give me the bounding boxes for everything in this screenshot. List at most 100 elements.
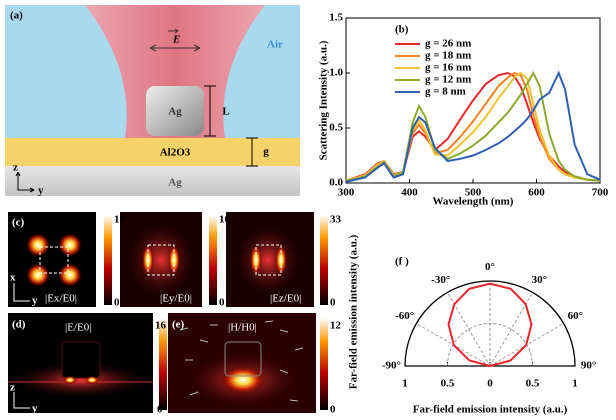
glow [10,362,150,398]
spacer-layer [5,138,300,166]
axis-label: x [10,272,16,284]
x-tick-label: 500 [465,187,482,199]
polarization-arrow [149,44,201,52]
hotspot [58,233,82,257]
x-axis-label: Far-field emission intensity (a.u.) [413,404,568,416]
panel-label: (c) [12,217,25,229]
map-label: |E/E0| [65,322,91,334]
length-bracket [204,85,216,137]
length-label: L [222,106,229,118]
r-tick-label: 0 [487,378,493,390]
legend-label: g = 26 nm [425,38,471,50]
particle [146,86,204,136]
field-label: E [172,34,180,46]
particle-label: Ag [168,106,182,118]
panel-label: (e) [172,319,185,331]
colorbar [320,318,328,410]
hotspot [58,263,82,287]
outline [255,244,282,276]
series-line [345,70,601,182]
substrate [5,166,300,196]
spacer-label: Al2O3 [160,147,191,159]
x-tick-label: 600 [528,187,545,199]
outline [39,246,69,274]
gap-label: g [263,146,269,158]
theta-tick-label: 30° [532,274,547,286]
beam [85,5,265,138]
axis-label: z [10,382,15,394]
substrate-label: Ag [168,177,182,189]
x-tick-label: 400 [401,187,418,199]
gap-bracket [246,137,258,167]
map-label: |Ex/E0| [45,293,77,305]
colorbar-min: 0 [330,297,336,309]
theta-tick-label: 0° [485,261,495,273]
axis-label: y [32,295,38,307]
theta-tick-label: -90° [382,360,401,372]
hotspot [26,263,50,287]
r-tick-label: 1 [572,378,578,390]
r-tick-label: 0.5 [441,378,455,390]
colorbar [104,215,112,305]
colorbar-min: 0 [157,404,163,416]
panel-label: (d) [12,319,26,331]
y-tick-label: 1.5 [329,12,343,24]
map-label: |H/H0| [228,322,257,334]
particle-outline [224,341,262,377]
colorbar [320,215,328,305]
glow [235,225,301,295]
colorbar-min: 0 [219,297,225,309]
vector-arrow [168,28,179,34]
hotspot [63,376,77,384]
legend-label: g = 8 nm [425,86,466,98]
panel-c: (c) x y |Ex/E0| |Ey/E0| |Ez/E0| 10 0 16 … [8,212,342,309]
panel-d: (d) |E/E0| z y 16 0 [8,313,167,416]
colorbar-max: 16 [155,320,167,332]
colorbar-max: 12 [330,320,342,332]
y-tick-label: 1.0 [329,67,343,79]
r-tick-label: 0.5 [526,378,540,390]
r-tick-label: 1 [402,378,408,390]
axis-arrows [15,171,35,193]
emission-pattern [447,282,533,367]
axis-arrows [13,283,30,302]
colorbar-min: 0 [114,297,120,309]
glow [126,222,196,298]
theta-tick-label: -60° [395,310,414,322]
y-tick-label: 0.0 [329,177,343,189]
field-map [8,212,96,307]
polar-frame [404,280,576,367]
map-label: |Ey/E0| [160,293,192,305]
legend-label: g = 12 nm [425,74,471,86]
axis-label: z [13,162,18,174]
colorbar [209,215,217,305]
legend-label: g = 16 nm [425,62,471,74]
hotspot [26,233,50,257]
panel-e: (e) |H/H0| 12 0 [168,313,342,416]
y-axis-label: Scattering Intensity (a.u.) [318,40,330,160]
y-axis-label: Far-field emission intensity (a.u.) [348,234,360,389]
axis-arrows [13,392,30,409]
x-tick-label: 700 [592,187,609,199]
legend-label: g = 18 nm [425,50,471,62]
hotspot [221,366,265,394]
outline [147,244,175,276]
hotspot [85,376,99,384]
colorbar-max: 33 [330,214,342,226]
colorbar-max: 16 [219,214,231,226]
panel-label: (a) [10,10,23,22]
theta-tick-label: 60° [568,310,583,322]
axis-label: y [38,185,44,197]
particle [61,341,101,379]
series-line [345,70,601,183]
map-label: |Ez/E0| [270,293,301,305]
panel-label: (b) [395,24,409,36]
colorbar-min: 0 [330,404,336,416]
theta-tick-label: 90° [581,360,596,372]
field-arrows [179,320,304,402]
x-tick-label: 300 [338,187,355,199]
medium-label: Air [267,39,283,51]
y-tick-label: 0.5 [329,122,343,134]
axis-label: y [32,403,38,415]
